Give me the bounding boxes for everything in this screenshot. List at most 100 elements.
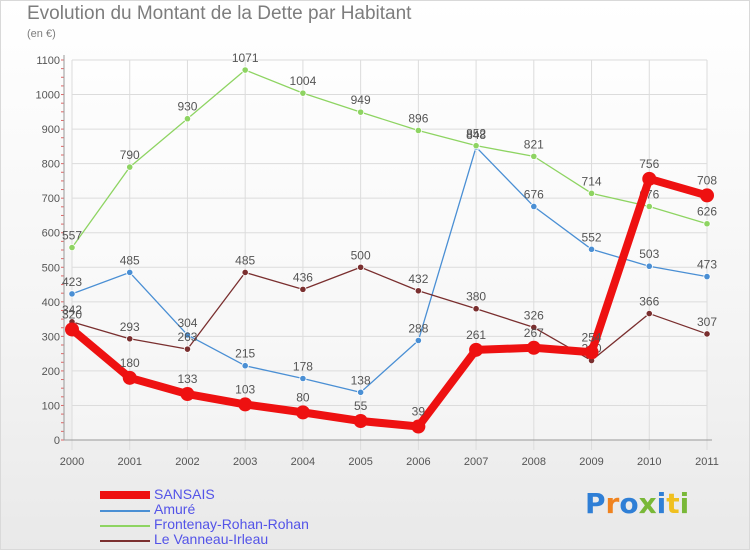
y-tick-label: 100 [42, 400, 60, 412]
x-tick-label: 2004 [291, 456, 315, 468]
data-point [703, 272, 711, 281]
data-point [526, 340, 541, 355]
y-tick-label: 900 [42, 124, 60, 136]
data-point [411, 419, 426, 434]
data-label: 756 [639, 157, 659, 171]
data-point [357, 108, 365, 116]
data-point [703, 220, 711, 228]
y-tick-label: 800 [42, 159, 60, 171]
data-point [645, 202, 653, 211]
data-label: 485 [120, 253, 140, 267]
x-tick-label: 2005 [348, 456, 372, 468]
data-label: 626 [697, 205, 717, 219]
data-label: 821 [524, 137, 544, 151]
data-point [530, 202, 538, 211]
data-point [241, 66, 249, 74]
y-tick-label: 0 [54, 435, 60, 447]
data-label: 180 [120, 356, 140, 370]
data-label: 485 [235, 253, 255, 267]
legend-swatch [100, 491, 150, 499]
series-line [71, 69, 708, 249]
legend-label: Amuré [154, 501, 196, 517]
x-tick-label: 2010 [637, 456, 661, 468]
data-point [241, 268, 249, 277]
data-point [587, 189, 596, 197]
data-point [238, 397, 253, 412]
data-label: 380 [466, 290, 486, 304]
data-point [414, 336, 422, 345]
data-point [414, 126, 422, 135]
data-point [68, 243, 76, 252]
data-label: 326 [524, 308, 544, 322]
page-title: Evolution du Montant de la Dette par Hab… [27, 3, 412, 24]
data-point [357, 263, 365, 271]
y-tick-label: 600 [42, 228, 60, 240]
data-label: 896 [408, 111, 428, 125]
x-tick-label: 2000 [60, 456, 84, 468]
logo-letter: t [666, 487, 680, 520]
data-label: 436 [293, 270, 313, 284]
logo-letter: P [585, 487, 606, 520]
y-tick-label: 500 [42, 262, 60, 274]
data-label: 215 [235, 347, 255, 361]
data-label: 366 [639, 295, 659, 309]
data-label: 714 [582, 174, 602, 188]
logo-letter: i [679, 487, 690, 520]
data-point [645, 262, 653, 270]
series-line [68, 174, 711, 431]
data-point [353, 414, 368, 428]
data-point [642, 171, 657, 186]
y-tick-label: 400 [42, 297, 60, 309]
y-tick-label: 1100 [36, 55, 60, 67]
x-tick-label: 2008 [522, 456, 546, 468]
data-point [183, 331, 192, 339]
data-point [414, 287, 422, 295]
data-label: 288 [408, 322, 428, 336]
data-label: 138 [351, 373, 371, 387]
y-tick-label: 200 [42, 366, 60, 378]
data-label: 557 [62, 229, 82, 243]
y-tick-label: 700 [42, 193, 60, 205]
data-point [183, 345, 192, 353]
legend-swatch [100, 510, 150, 512]
data-label: 500 [351, 248, 371, 262]
legend-label: Le Vanneau-Irleau [154, 531, 269, 547]
x-tick-label: 2006 [406, 456, 430, 468]
y-tick-label: 300 [42, 331, 60, 343]
x-tick-label: 2002 [175, 456, 199, 468]
data-label: 432 [408, 272, 428, 286]
data-label: 1004 [290, 74, 317, 88]
data-point [126, 268, 134, 277]
data-point [530, 152, 538, 160]
data-point [587, 245, 596, 253]
data-point [700, 188, 714, 203]
proxiti-logo: Proxiti [585, 487, 689, 520]
data-point [126, 163, 134, 171]
data-label: 949 [351, 93, 371, 107]
logo-letter: o [619, 487, 639, 520]
legend-label: SANSAIS [154, 486, 215, 502]
logo-letter: r [605, 487, 620, 520]
data-label: 80 [296, 390, 310, 404]
x-tick-label: 2009 [579, 456, 603, 468]
x-tick-label: 2003 [233, 456, 257, 468]
data-point [295, 405, 310, 420]
data-point [68, 290, 76, 298]
data-label: 307 [697, 315, 717, 329]
x-tick-label: 2007 [464, 456, 488, 468]
data-point [180, 387, 195, 402]
data-label: 708 [697, 173, 717, 187]
data-label: 848 [466, 128, 486, 142]
legend-swatch [100, 540, 150, 542]
data-point [472, 142, 480, 150]
data-point [645, 309, 653, 318]
x-tick-label: 2001 [117, 456, 141, 468]
data-label: 39 [412, 405, 426, 419]
data-point [241, 362, 249, 370]
data-label: 423 [62, 275, 82, 289]
data-point [469, 342, 484, 357]
data-point [703, 330, 711, 338]
series-line [71, 146, 708, 393]
data-point [584, 345, 599, 360]
